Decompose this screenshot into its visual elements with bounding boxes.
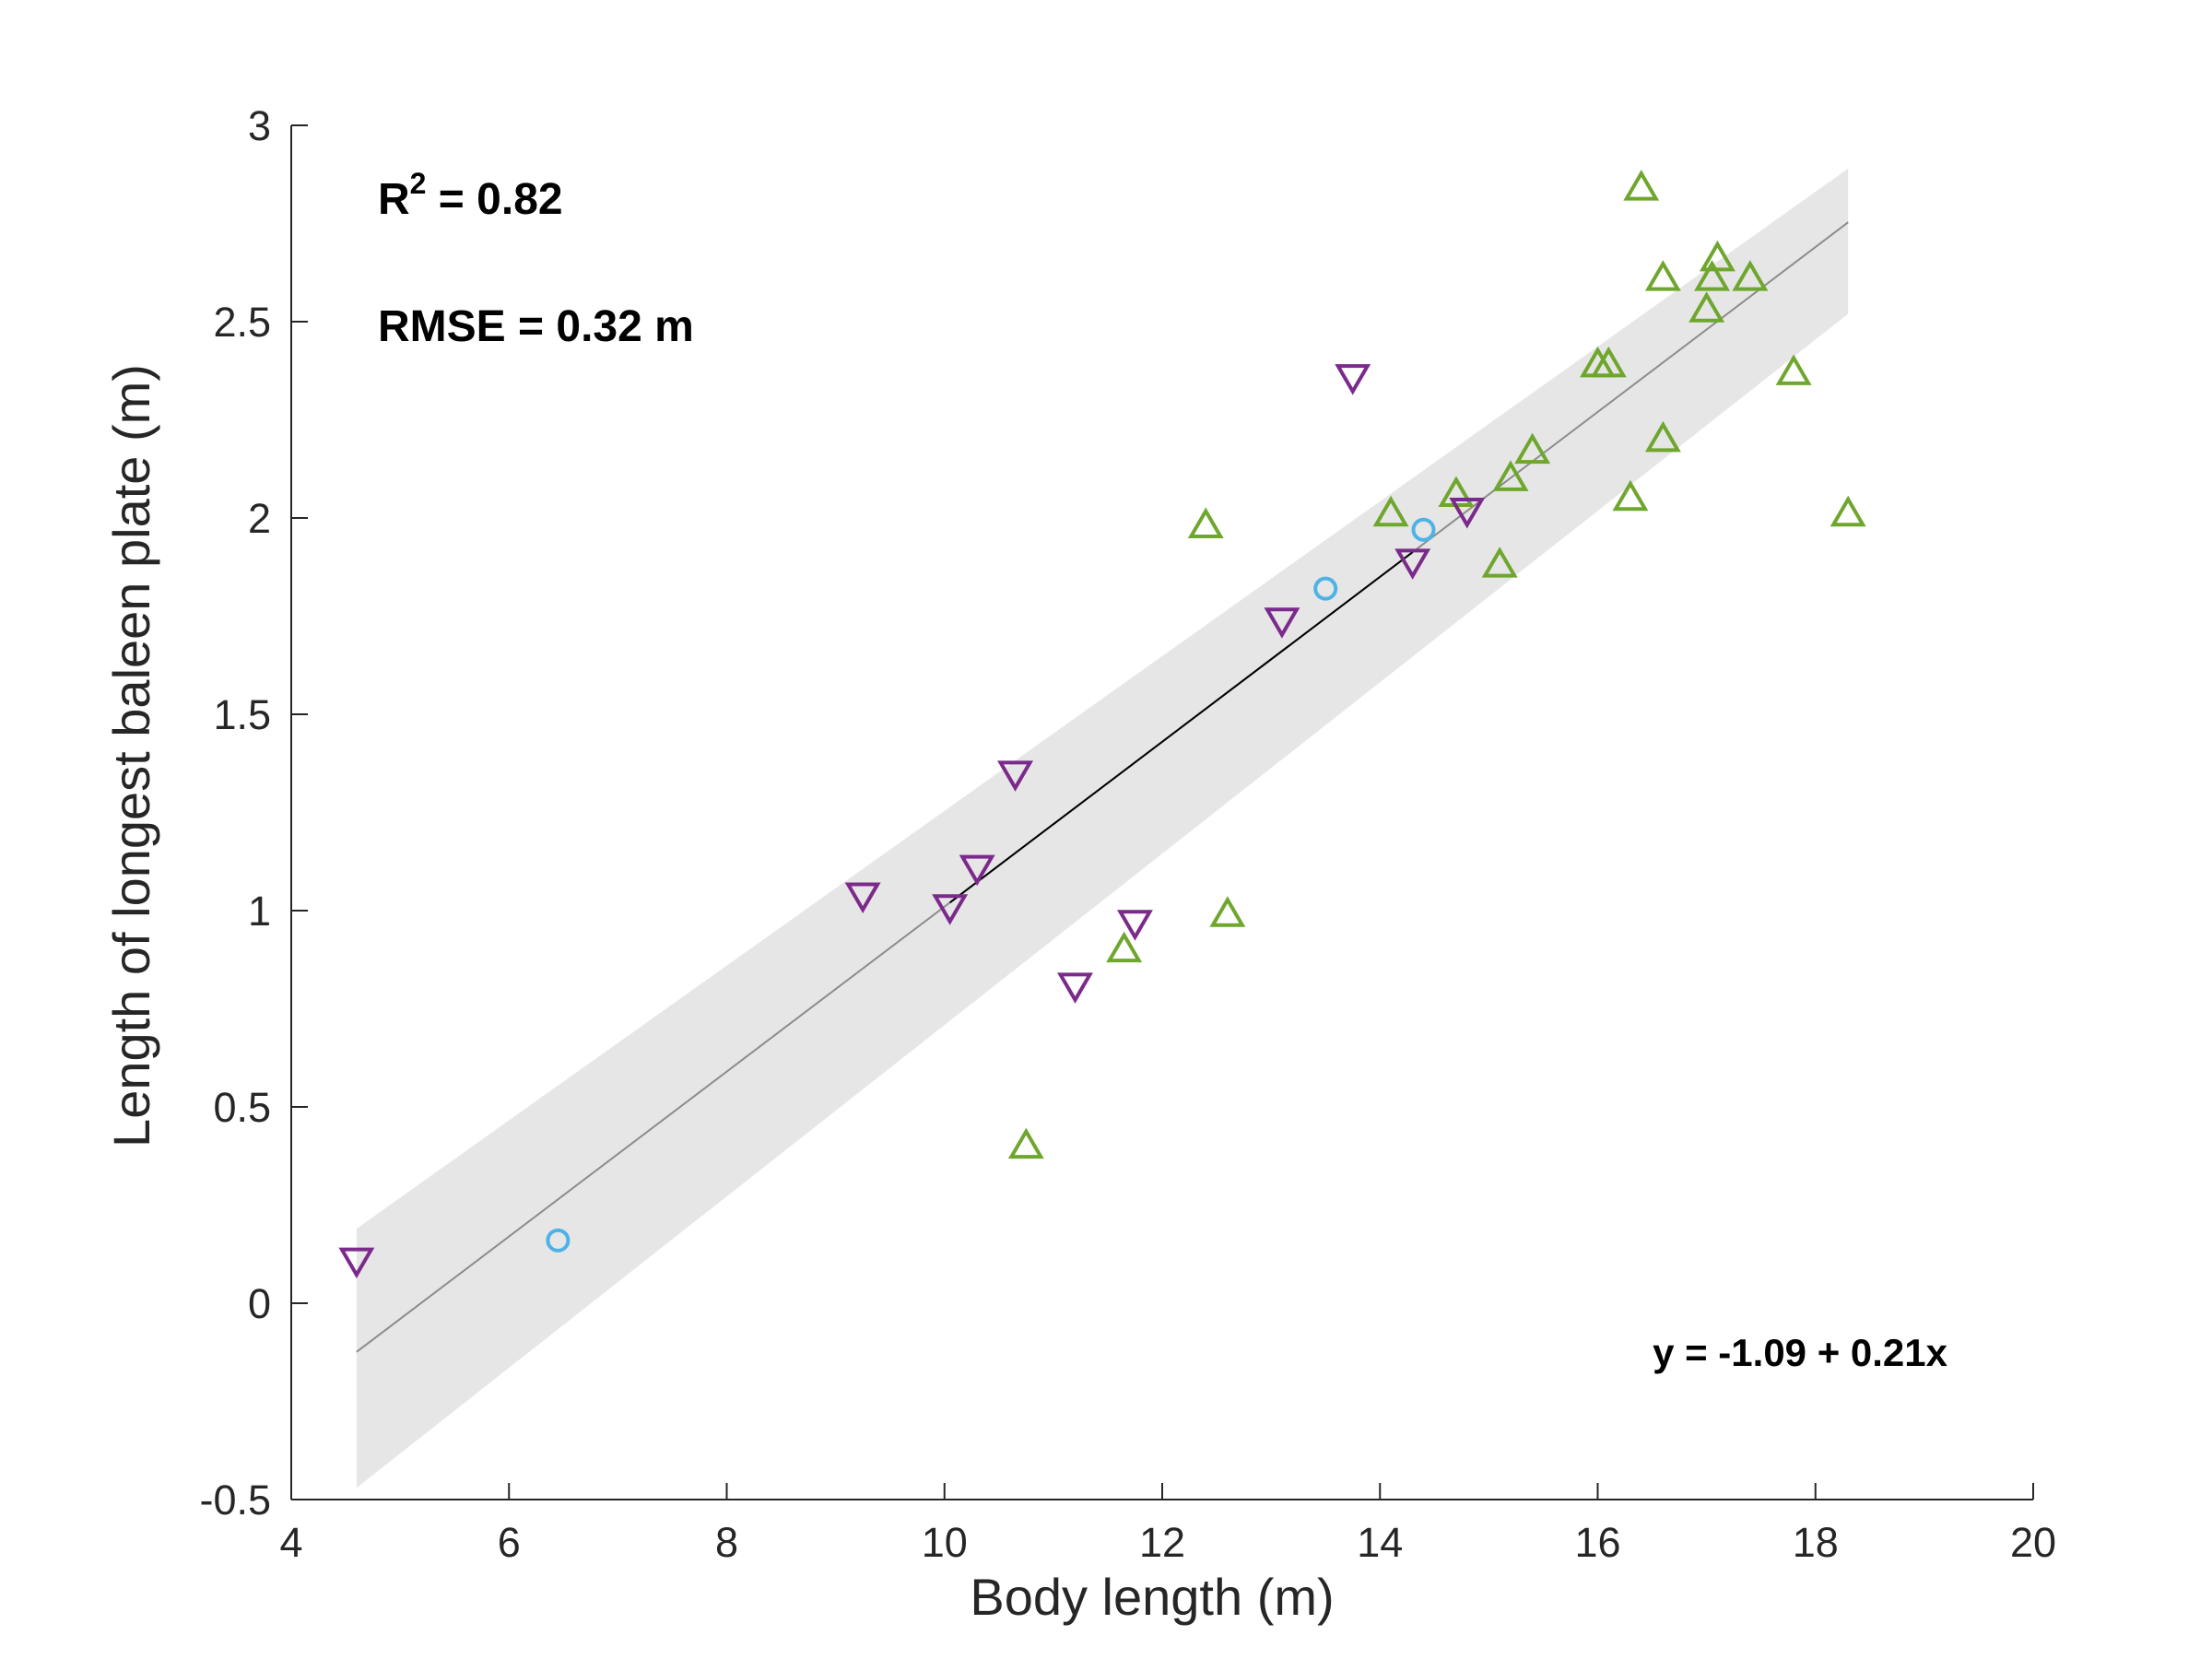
x-tick-label: 10 <box>922 1519 968 1566</box>
triangle-up-marker <box>1623 170 1660 201</box>
triangle-down-marker <box>1057 972 1093 1004</box>
circle-marker <box>1411 517 1436 542</box>
y-tick-label: -0.5 <box>199 1477 271 1524</box>
r-squared-value: = 0.82 <box>426 175 562 224</box>
triangle-down-marker <box>844 882 881 913</box>
x-tick-label: 6 <box>498 1519 521 1566</box>
regression-equation: y = -1.09 + 0.21x <box>1653 1331 1948 1374</box>
r-squared-symbol: R <box>378 175 410 224</box>
y-tick-label: 2 <box>248 495 271 542</box>
triangle-up-marker <box>1688 291 1725 323</box>
triangle-up-marker <box>1732 260 1769 291</box>
x-tick-label: 18 <box>1793 1519 1839 1566</box>
axes: 4 6 8 10 12 14 16 18 20 -0.5 0 0.5 1 1.5 2 2.5 3 <box>199 102 2056 1566</box>
rmse-annotation: RMSE = 0.32 m <box>378 302 694 351</box>
triangle-down-marker <box>1116 910 1153 941</box>
triangle-up-marker <box>1775 354 1812 385</box>
y-tick-label: 3 <box>248 102 271 149</box>
x-tick-label: 14 <box>1357 1519 1403 1566</box>
regression-line-highlight <box>949 551 1414 904</box>
triangle-down-marker <box>338 1247 375 1279</box>
y-tick-label: 0 <box>248 1280 271 1327</box>
circle-marker <box>546 1228 571 1253</box>
confidence-band <box>356 168 1849 1488</box>
triangle-up-marker <box>1187 507 1224 539</box>
confidence-band-area <box>356 168 1849 1488</box>
triangle-up-marker <box>1612 479 1649 512</box>
triangle-up-marker <box>1694 260 1731 291</box>
triangle-up-marker <box>1007 1127 1044 1159</box>
y-tick-label: 2.5 <box>213 299 271 346</box>
triangle-down-marker <box>932 894 969 925</box>
triangle-up-marker <box>1106 931 1143 963</box>
y-axis-label: Length of longest baleen plate (m) <box>102 364 160 1147</box>
triangle-up-marker <box>1372 495 1409 527</box>
r-squared-annotation: R2 = 0.82 <box>378 167 563 224</box>
triangle-up-marker <box>1492 460 1529 491</box>
y-tick-label: 0.5 <box>213 1084 271 1131</box>
x-axis-label: Body length (m) <box>970 1568 1334 1626</box>
x-tick-label: 8 <box>715 1519 738 1566</box>
x-tick-label: 4 <box>279 1519 302 1566</box>
triangle-up-marker <box>1209 896 1246 927</box>
triangle-down-marker <box>1449 497 1486 529</box>
triangle-up-marker <box>1644 260 1681 291</box>
triangle-down-marker <box>1335 364 1371 395</box>
x-tick-label: 16 <box>1574 1519 1620 1566</box>
x-tick-label: 12 <box>1139 1519 1185 1566</box>
data-points <box>338 170 1866 1279</box>
triangle-up-marker <box>1699 240 1735 272</box>
r-squared-superscript: 2 <box>410 167 427 200</box>
fit-line <box>356 221 1849 1353</box>
triangle-up-marker <box>1514 432 1551 465</box>
circle-marker <box>1313 576 1338 601</box>
triangle-up-marker <box>1481 547 1518 578</box>
triangle-down-marker <box>1264 607 1300 639</box>
x-tick-label: 20 <box>2010 1519 2056 1566</box>
triangle-down-marker <box>1394 548 1431 580</box>
triangle-up-marker <box>1590 346 1627 378</box>
triangle-up-marker <box>1830 495 1866 527</box>
triangle-down-marker <box>997 760 1034 792</box>
y-tick-label: 1 <box>248 888 271 935</box>
triangle-down-marker <box>959 854 995 887</box>
triangle-up-marker <box>1644 420 1681 453</box>
y-tick-label: 1.5 <box>213 691 271 738</box>
